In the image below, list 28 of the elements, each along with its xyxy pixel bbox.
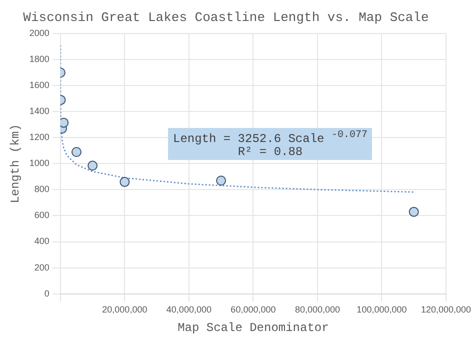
- y-tick-label: 1800: [29, 54, 50, 64]
- y-tick-label: 1600: [29, 80, 50, 90]
- x-tick-label: 60,000,000: [230, 304, 276, 315]
- y-tick-label: 400: [34, 236, 50, 246]
- chart-title: Wisconsin Great Lakes Coastline Length vs. Map Scale: [23, 10, 429, 26]
- x-tick-label: 100,000,000: [356, 304, 407, 315]
- x-tick-label: 120,000,000: [420, 304, 472, 315]
- y-tick-label: 1200: [29, 132, 50, 142]
- point: [216, 176, 226, 186]
- x-axis-title: Map Scale Denominator: [178, 320, 329, 335]
- x-tick-label: 40,000,000: [166, 304, 212, 315]
- y-tick-label: 800: [34, 184, 50, 194]
- point: [71, 146, 82, 157]
- y-tick-label: 1000: [29, 158, 50, 168]
- point: [120, 176, 130, 187]
- x-tick-label: 20,000,000: [102, 304, 148, 315]
- point: [60, 118, 69, 128]
- y-tick-label: 1400: [29, 106, 50, 116]
- text: Length = 3252.6 Scale $^{-0.077}$ R² = 0.88: [173, 130, 368, 159]
- x-tick-label: 80,000,000: [294, 304, 340, 315]
- y-axis-title: Length (km): [8, 124, 22, 204]
- y-tick-label: 200: [34, 262, 50, 272]
- line-series: [60, 44, 414, 193]
- y-tick-label: 2000: [29, 28, 50, 38]
- point: [88, 160, 98, 171]
- y-tick-label: 600: [34, 210, 50, 220]
- point: [408, 206, 419, 217]
- y-tick-label: 0: [44, 288, 50, 298]
